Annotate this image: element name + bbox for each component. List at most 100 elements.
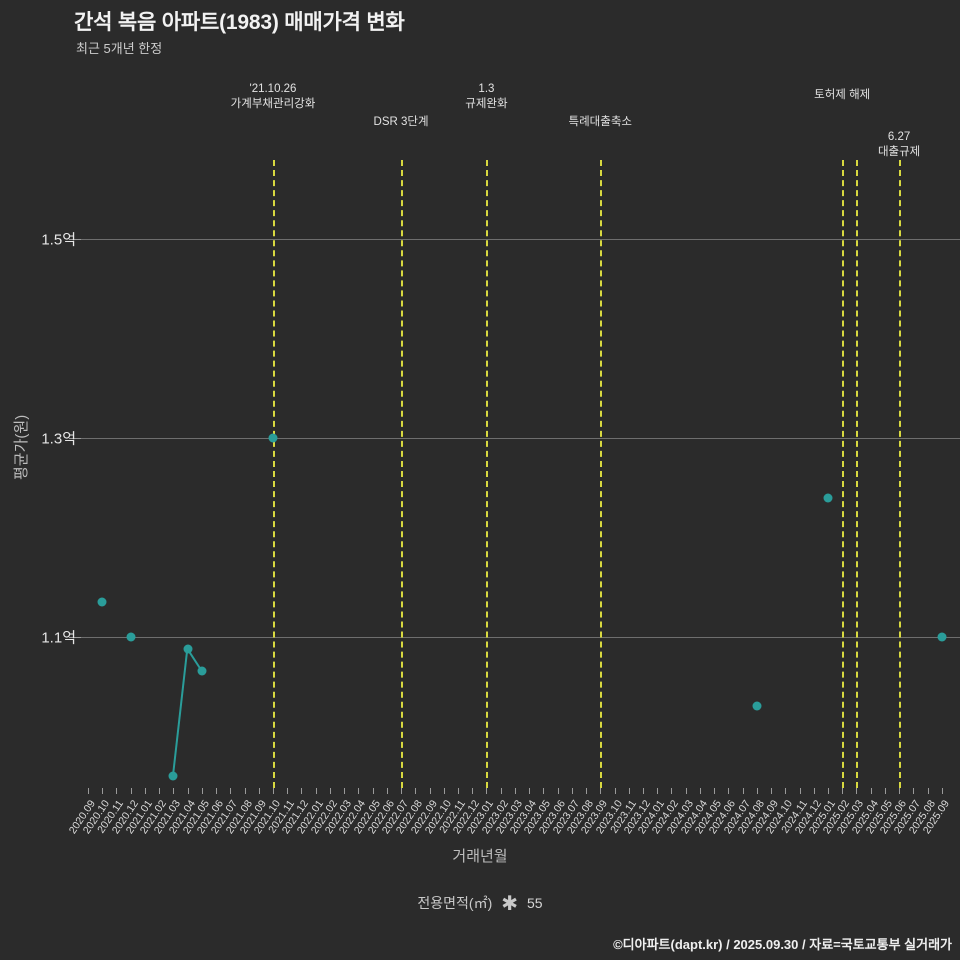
x-tick-mark <box>514 788 516 794</box>
x-tick-mark <box>614 788 616 794</box>
event-annotation-line: '21.10.26 <box>249 83 297 95</box>
x-tick-mark <box>799 788 801 794</box>
x-tick-mark <box>401 788 403 794</box>
x-tick-mark <box>785 788 787 794</box>
event-annotation: 특례대출축소 <box>569 115 632 130</box>
x-tick-mark <box>429 788 431 794</box>
x-tick-mark <box>543 788 545 794</box>
y-tick-label: 1.1억 <box>41 629 76 647</box>
x-tick-mark <box>216 788 218 794</box>
x-tick-mark <box>657 788 659 794</box>
x-tick-mark <box>272 788 274 794</box>
event-annotation: 6.27 대출규제 <box>878 130 920 160</box>
y-tick-mark <box>69 437 81 439</box>
x-tick-mark <box>600 788 602 794</box>
event-annotation-line: DSR 3단계 <box>373 116 429 128</box>
plot-area: 1.5억 1.3억 1.1억 '21.10.26 가계부채관리강화 DSR 3단계 1.3 규… <box>41 83 960 836</box>
x-tick-mark <box>699 788 701 794</box>
x-tick-mark <box>144 788 146 794</box>
y-gridline <box>81 239 960 241</box>
event-vline <box>856 160 859 788</box>
x-tick-mark <box>486 788 488 794</box>
event-annotation-line: 대출규제 <box>877 146 921 158</box>
x-tick-mark <box>642 788 644 794</box>
x-tick-mark <box>685 788 687 794</box>
data-point[interactable] <box>937 632 947 642</box>
y-tick-mark <box>69 239 81 241</box>
event-annotation: DSR 3단계 <box>374 115 429 130</box>
x-tick-mark <box>728 788 730 794</box>
event-vline <box>401 160 404 788</box>
x-tick-mark <box>742 788 744 794</box>
x-tick-mark <box>856 788 858 794</box>
x-axis-label: 거래년월 <box>452 848 508 865</box>
y-tick-label: 1.3억 <box>41 430 76 448</box>
x-tick-mark <box>714 788 716 794</box>
x-tick-mark <box>415 788 417 794</box>
event-vline <box>600 160 603 788</box>
event-vline <box>842 160 845 788</box>
asterisk-marker-icon: ✱ <box>501 893 519 915</box>
x-tick-mark <box>201 788 203 794</box>
x-tick-mark <box>443 788 445 794</box>
x-tick-mark <box>457 788 459 794</box>
data-point[interactable] <box>126 632 136 642</box>
x-tick-mark <box>301 788 303 794</box>
x-tick-mark <box>927 788 929 794</box>
event-annotation-line: 토허제 해제 <box>814 89 871 101</box>
x-tick-mark <box>472 788 474 794</box>
event-annotation-line: 가계부채관리강화 <box>230 98 316 110</box>
x-tick-mark <box>557 788 559 794</box>
data-point[interactable] <box>268 433 278 443</box>
x-tick-mark <box>870 788 872 794</box>
x-tick-mark <box>771 788 773 794</box>
legend-value[interactable]: 55 <box>527 895 543 911</box>
x-tick-mark <box>244 788 246 794</box>
event-vline <box>486 160 489 788</box>
x-tick-mark <box>358 788 360 794</box>
x-tick-mark <box>258 788 260 794</box>
x-tick-mark <box>913 788 915 794</box>
data-point[interactable] <box>168 771 178 781</box>
y-gridline <box>81 437 960 439</box>
x-tick-mark <box>187 788 189 794</box>
x-tick-mark <box>586 788 588 794</box>
data-point[interactable] <box>752 701 762 711</box>
event-annotation-line: 1.3 <box>478 83 495 95</box>
x-tick-mark <box>230 788 232 794</box>
x-tick-mark <box>899 788 901 794</box>
x-tick-mark <box>159 788 161 794</box>
x-tick-mark <box>571 788 573 794</box>
x-tick-mark <box>88 788 89 794</box>
y-gridline <box>81 636 960 638</box>
series-line-segment <box>172 650 189 777</box>
event-annotation: 토허제 해제 <box>814 88 870 103</box>
x-tick-mark <box>500 788 502 794</box>
x-tick-mark <box>344 788 346 794</box>
x-tick-mark <box>102 788 104 794</box>
x-tick-mark <box>116 788 118 794</box>
legend: 전용면적(㎡) ✱ 55 <box>0 893 960 915</box>
x-tick-mark <box>529 788 531 794</box>
x-tick-mark <box>287 788 289 794</box>
event-annotation-line: 특례대출축소 <box>568 116 633 128</box>
y-tick-label: 1.5억 <box>41 231 76 249</box>
chart-subtitle: 최근 5개년 한정 <box>76 41 163 56</box>
x-tick-mark <box>827 788 829 794</box>
legend-title: 전용면적(㎡) <box>417 895 493 911</box>
footer-credit: ©디아파트(dapt.kr) / 2025.09.30 / 자료=국토교통부 실… <box>613 937 952 952</box>
event-annotation: 1.3 규제완화 <box>465 82 507 112</box>
x-tick-mark <box>329 788 331 794</box>
data-point[interactable] <box>197 666 207 676</box>
data-point[interactable] <box>183 644 193 654</box>
x-tick-mark <box>884 788 886 794</box>
data-point[interactable] <box>823 493 833 503</box>
data-point[interactable] <box>97 597 107 607</box>
x-tick-mark <box>756 788 758 794</box>
event-annotation-line: 6.27 <box>887 131 911 143</box>
x-tick-mark <box>628 788 630 794</box>
x-tick-mark <box>842 788 844 794</box>
x-tick-mark <box>130 788 132 794</box>
x-tick-mark <box>941 788 943 794</box>
